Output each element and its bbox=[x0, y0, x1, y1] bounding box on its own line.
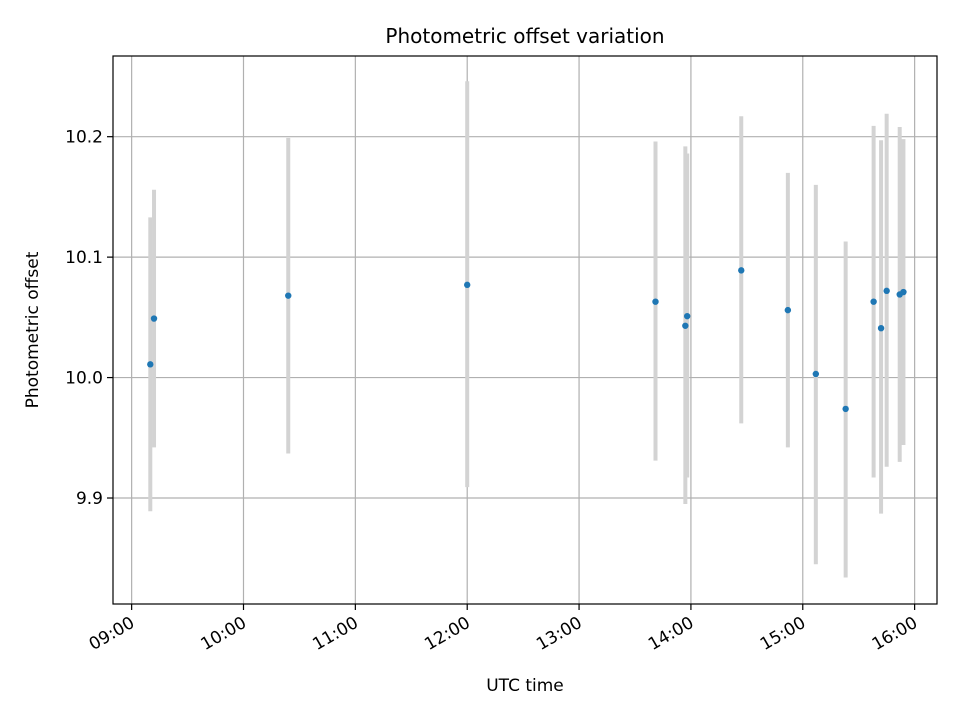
chart-title: Photometric offset variation bbox=[385, 24, 664, 48]
data-point bbox=[870, 298, 877, 305]
data-point bbox=[784, 306, 792, 314]
data-point bbox=[842, 405, 849, 413]
data-point bbox=[812, 370, 820, 378]
y-tick-label: 10.2 bbox=[65, 128, 103, 148]
grid-layer bbox=[113, 56, 937, 604]
data-point bbox=[900, 288, 907, 296]
data-point bbox=[682, 322, 689, 329]
y-tick-label: 9.9 bbox=[76, 489, 103, 509]
y-tick-label: 10.1 bbox=[65, 248, 103, 268]
data-point bbox=[877, 324, 885, 332]
data-point bbox=[652, 298, 659, 305]
data-point bbox=[285, 292, 292, 299]
data-point bbox=[738, 267, 745, 274]
data-point bbox=[150, 315, 158, 322]
y-axis-title: Photometric offset bbox=[23, 251, 43, 408]
data-point bbox=[883, 287, 890, 295]
x-axis-title: UTC time bbox=[486, 676, 564, 696]
data-point bbox=[683, 312, 691, 320]
plot-frame bbox=[112, 55, 938, 605]
y-tick-label: 10.0 bbox=[65, 369, 103, 389]
data-point bbox=[147, 361, 154, 368]
point-layer bbox=[147, 267, 907, 413]
data-point bbox=[464, 281, 471, 289]
